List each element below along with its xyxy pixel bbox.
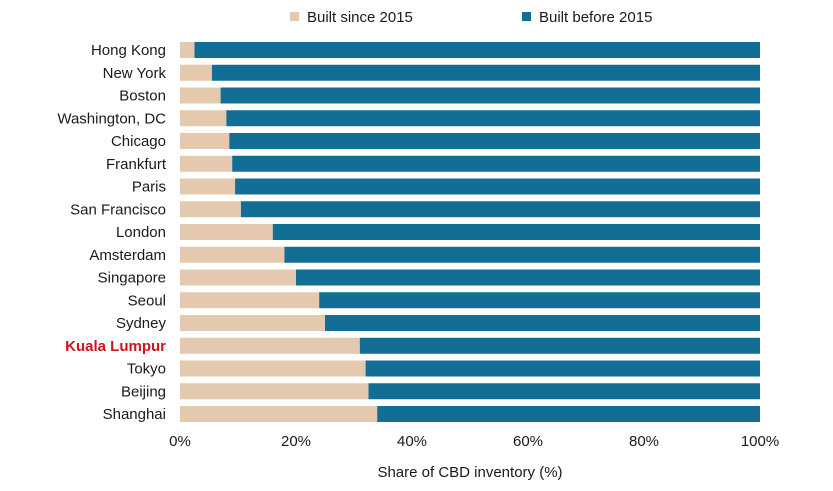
bar-london-built-before-2015 <box>272 224 760 240</box>
category-label-tokyo: Tokyo <box>127 361 166 378</box>
bar-kuala-lumpur-built-since-2015 <box>180 337 360 354</box>
bar-chicago-built-before-2015 <box>229 133 761 149</box>
bar-amsterdam-built-before-2015 <box>284 246 760 263</box>
bars-group <box>180 42 761 422</box>
category-label-washington-dc: Washington, DC <box>57 110 166 127</box>
legend-swatch-built-before-2015 <box>522 12 531 21</box>
bar-shanghai-built-since-2015 <box>180 406 378 422</box>
category-label-paris: Paris <box>132 179 166 196</box>
bar-amsterdam-built-since-2015 <box>180 246 285 263</box>
bar-boston-built-before-2015 <box>220 87 761 104</box>
bar-san-francisco-built-before-2015 <box>240 201 760 218</box>
category-label-kuala-lumpur: Kuala Lumpur <box>65 338 166 355</box>
category-label-shanghai: Shanghai <box>103 406 166 423</box>
bar-boston-built-since-2015 <box>180 87 221 104</box>
bar-beijing-built-since-2015 <box>180 383 369 400</box>
bar-new-york-built-since-2015 <box>180 64 212 81</box>
bar-chicago-built-since-2015 <box>180 133 230 149</box>
category-label-san-francisco: San Francisco <box>70 201 166 218</box>
category-label-new-york: New York <box>103 65 167 82</box>
legend-label-built-before-2015: Built before 2015 <box>539 9 652 26</box>
category-label-singapore: Singapore <box>98 270 166 287</box>
x-tick-label-100pct: 100% <box>741 433 779 450</box>
category-label-london: London <box>116 224 166 241</box>
category-label-seoul: Seoul <box>128 292 166 309</box>
x-tick-label-80pct: 80% <box>629 433 659 450</box>
x-tick-label-60pct: 60% <box>513 433 543 450</box>
bar-kuala-lumpur-built-before-2015 <box>359 337 760 354</box>
bar-sydney-built-before-2015 <box>325 315 760 331</box>
category-label-hong-kong: Hong Kong <box>91 42 166 59</box>
x-tick-label-40pct: 40% <box>397 433 427 450</box>
category-label-beijing: Beijing <box>121 383 166 400</box>
bar-beijing-built-before-2015 <box>368 383 760 400</box>
category-label-boston: Boston <box>119 88 166 105</box>
category-label-amsterdam: Amsterdam <box>89 247 166 264</box>
legend: Built since 2015 Built before 2015 <box>290 9 652 26</box>
bar-sydney-built-since-2015 <box>180 315 325 331</box>
bar-tokyo-built-since-2015 <box>180 360 366 377</box>
bar-washington-dc-built-before-2015 <box>226 110 760 127</box>
x-tick-label-0pct: 0% <box>169 433 191 450</box>
bar-tokyo-built-before-2015 <box>365 360 760 377</box>
category-label-sydney: Sydney <box>116 315 167 332</box>
bar-san-francisco-built-since-2015 <box>180 201 241 218</box>
x-axis-title: Share of CBD inventory (%) <box>377 464 562 481</box>
bar-washington-dc-built-since-2015 <box>180 110 227 127</box>
legend-swatch-built-since-2015 <box>290 12 299 21</box>
bar-paris-built-before-2015 <box>235 178 761 195</box>
bar-paris-built-since-2015 <box>180 178 236 195</box>
bar-london-built-since-2015 <box>180 224 273 240</box>
x-axis-ticks: 0% 20% 40% 60% 80% 100% <box>169 433 779 450</box>
category-labels: Hong Kong New York Boston Washington, DC Chi… <box>57 42 166 423</box>
category-label-chicago: Chicago <box>111 133 166 150</box>
bar-hong-kong-built-before-2015 <box>194 42 760 58</box>
category-label-frankfurt: Frankfurt <box>106 156 167 173</box>
bar-seoul-built-before-2015 <box>319 292 760 309</box>
bar-frankfurt-built-since-2015 <box>180 155 233 172</box>
bar-seoul-built-since-2015 <box>180 292 320 309</box>
bar-hong-kong-built-since-2015 <box>180 42 195 58</box>
bar-new-york-built-before-2015 <box>211 64 760 81</box>
bar-frankfurt-built-before-2015 <box>232 155 760 172</box>
bar-singapore-built-before-2015 <box>296 269 760 286</box>
bar-singapore-built-since-2015 <box>180 269 296 286</box>
legend-label-built-since-2015: Built since 2015 <box>307 9 413 26</box>
x-tick-label-20pct: 20% <box>281 433 311 450</box>
bar-shanghai-built-before-2015 <box>377 406 760 422</box>
